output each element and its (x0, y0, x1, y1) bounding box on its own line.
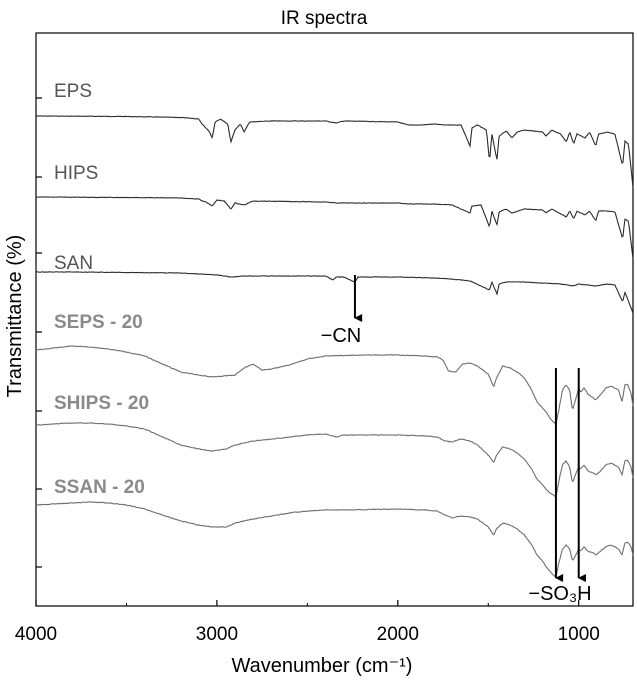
series-label: SHIPS - 20 (54, 393, 149, 414)
series-line-seps-20 (35, 345, 634, 425)
series-labels-group: EPS HIPS SAN SEPS - 20 SHIPS - 20 SSAN - 20 (54, 81, 149, 498)
cn-annotation-label: −CN (321, 325, 362, 347)
series-label: SAN (54, 253, 93, 274)
y-axis-ticks (36, 97, 42, 568)
series-label: HIPS (54, 163, 98, 184)
series-line-eps (35, 115, 634, 188)
x-tick-label: 1000 (558, 624, 600, 645)
x-axis-label: Wavenumber (cm⁻¹) (232, 655, 413, 677)
series-line-san (36, 271, 634, 314)
chart-title: IR spectra (281, 8, 368, 29)
x-axis-ticks: 4000 3000 2000 1000 (15, 600, 600, 645)
x-tick-label: 4000 (15, 624, 57, 645)
series-label: EPS (54, 81, 92, 102)
series-line-ssan-20 (35, 501, 634, 578)
series-label: SSAN - 20 (54, 477, 145, 498)
y-axis-label: Transmittance (%) (4, 235, 26, 398)
x-tick-label: 2000 (377, 624, 419, 645)
so3h-annotation-label: −SO₃H (528, 583, 591, 605)
series-label: SEPS - 20 (54, 312, 143, 333)
series-line-ships-20 (35, 422, 634, 498)
plot-frame (35, 32, 634, 607)
series-group (35, 115, 634, 578)
x-tick-label: 3000 (196, 624, 238, 645)
series-line-hips (35, 196, 634, 259)
annotations-group: −CN −SO₃H (321, 275, 592, 605)
